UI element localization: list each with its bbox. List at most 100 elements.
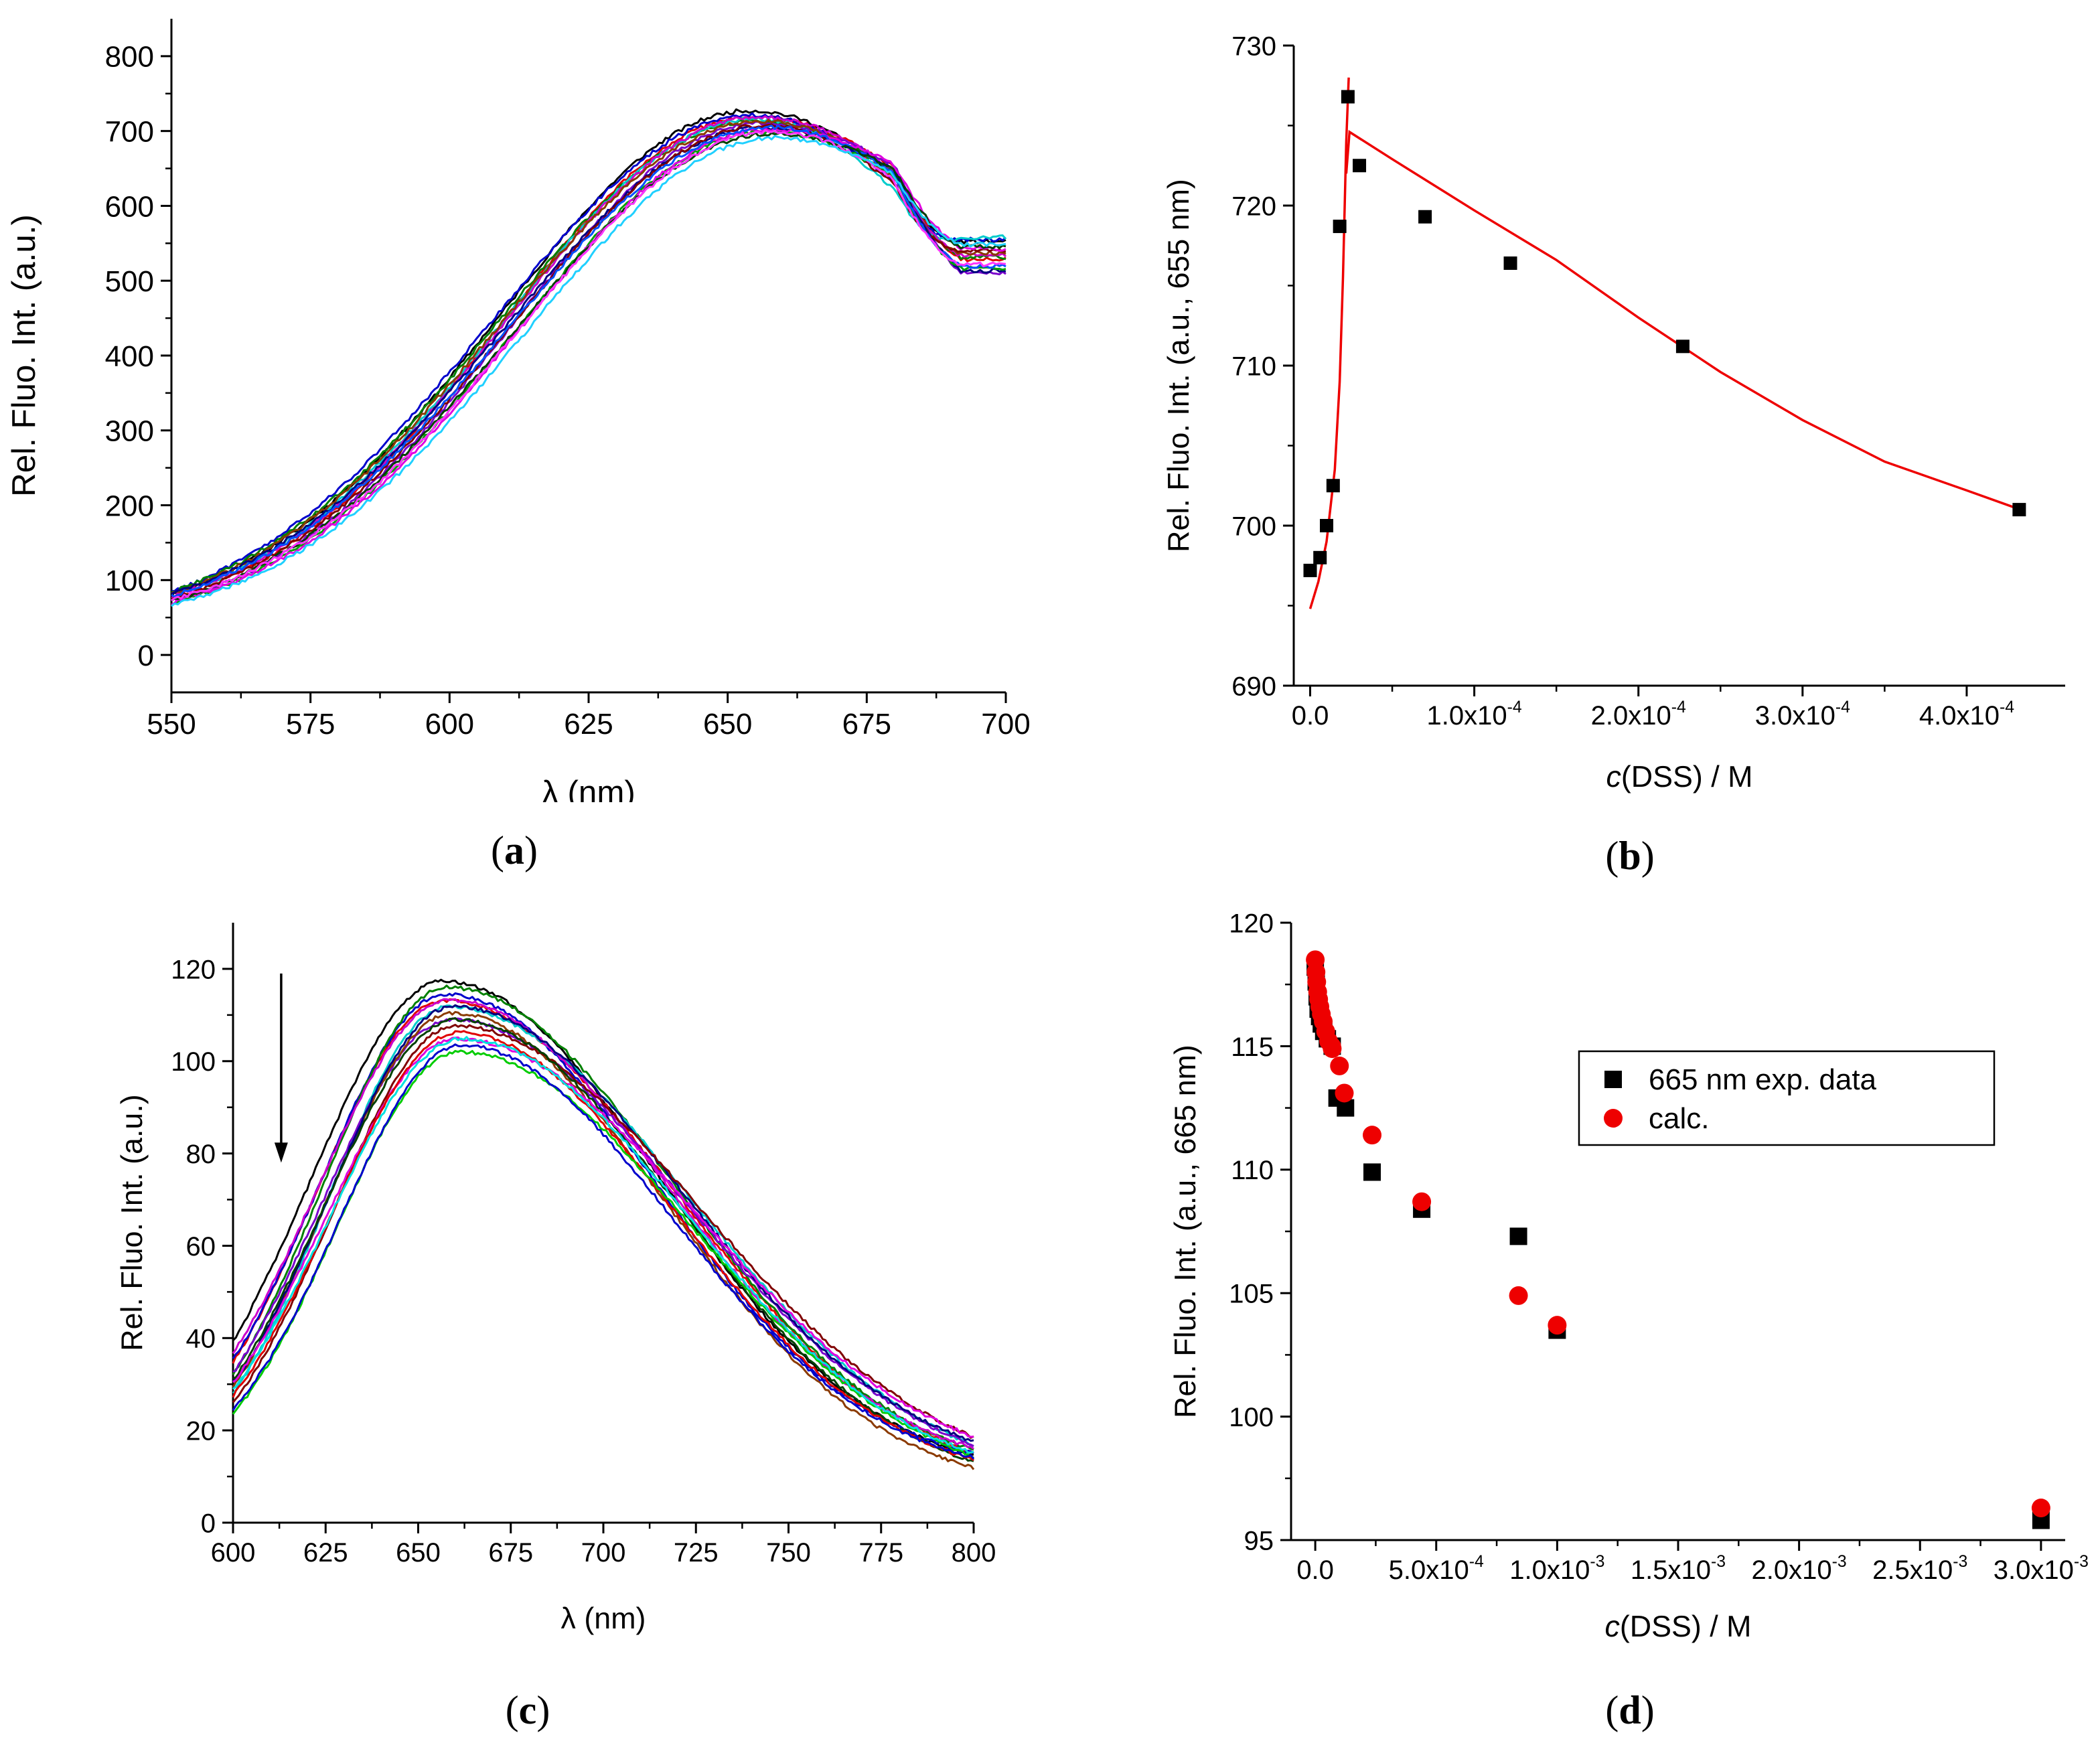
- x-tick-label: 750: [766, 1538, 811, 1568]
- spectrum-series-14: [171, 131, 1006, 602]
- data-point: [1353, 159, 1367, 173]
- y-tick-label: 80: [186, 1140, 216, 1169]
- y-tick-label: 690: [1231, 672, 1276, 701]
- x-tick-label: 725: [674, 1538, 719, 1568]
- x-tick-label: 5.0x10-4: [1389, 1553, 1484, 1585]
- legend-marker-square: [1604, 1071, 1622, 1088]
- spectrum-series-13: [232, 1030, 974, 1462]
- y-tick-label: 40: [186, 1324, 216, 1354]
- exp-data-point: [1363, 1163, 1381, 1181]
- x-tick-label: 700: [581, 1538, 626, 1568]
- trend-arrow-head: [274, 1142, 288, 1163]
- x-tick-label: 775: [858, 1538, 903, 1568]
- x-tick-label: 1.5x10-3: [1631, 1553, 1726, 1585]
- panel-b-label: (b): [1605, 834, 1654, 878]
- data-point: [1326, 479, 1340, 493]
- x-tick-label: 675: [842, 708, 891, 741]
- y-tick-label: 600: [105, 190, 154, 223]
- x-tick-label: 1.0x10-4: [1427, 698, 1522, 731]
- calc-data-point: [1335, 1083, 1354, 1103]
- y-tick-label: 800: [105, 41, 154, 74]
- spectrum-series-7: [232, 1017, 974, 1447]
- y-tick-label: 700: [1231, 512, 1276, 541]
- x-tick-label: 3.0x10-3: [1994, 1553, 2089, 1585]
- panel-c-plot: 600 625 650 675 700 725 750 775 800 0 20 40 60 80 100 1…: [115, 923, 996, 1635]
- exp-data-point: [1509, 1227, 1527, 1245]
- calc-data-point: [1363, 1126, 1382, 1145]
- data-point: [1313, 550, 1327, 564]
- calc-data-point: [1330, 1056, 1349, 1075]
- y-tick-label: 0: [201, 1509, 216, 1538]
- y-tick-label: 700: [105, 116, 154, 149]
- y-tick-label: 120: [171, 955, 216, 984]
- y-tick-label: 300: [105, 415, 154, 448]
- panel-d-label: (d): [1605, 1688, 1654, 1732]
- y-tick-label: 730: [1231, 31, 1276, 61]
- y-tick-label: 105: [1229, 1280, 1274, 1309]
- data-point: [1675, 339, 1690, 354]
- data-point: [1333, 220, 1347, 234]
- y-axis-label: Rel. Fluo. Int. (a.u.): [5, 214, 42, 497]
- y-tick-label: 710: [1231, 352, 1276, 381]
- y-tick-label: 400: [105, 340, 154, 373]
- x-tick-label: 675: [488, 1538, 533, 1568]
- spectrum-series-9: [232, 1004, 974, 1442]
- panel-d: 0.0 5.0x10-4 1.0x10-3 1.5x10-3 2.0x10-3 2.5x1…: [1169, 909, 2089, 1732]
- legend-marker-circle: [1604, 1109, 1623, 1128]
- y-tick-label: 115: [1231, 1033, 1274, 1062]
- spectrum-series-15: [232, 1043, 975, 1460]
- fit-curve-rise: [1308, 77, 1350, 609]
- x-tick-label: 2.5x10-3: [1872, 1553, 1967, 1585]
- x-tick-label: 3.0x10-4: [1755, 698, 1850, 731]
- calc-data-point: [1323, 1039, 1342, 1059]
- x-tick-label: 800: [952, 1538, 996, 1568]
- x-tick-label: 4.0x10-4: [1919, 698, 2014, 731]
- calc-data-point: [1412, 1192, 1432, 1211]
- x-tick-label: 550: [147, 708, 196, 741]
- panel-b-plot: 0.0 1.0x10-4 2.0x10-4 3.0x10-4 4.0x10-4 690 70…: [1162, 31, 2065, 793]
- y-tick-label: 100: [1229, 1403, 1274, 1432]
- panel-a-label: (a): [491, 828, 538, 872]
- x-tick-label: 0.0: [1292, 701, 1329, 731]
- y-tick-label: 20: [186, 1417, 216, 1446]
- spectrum-series-12: [232, 1036, 974, 1438]
- y-tick-label: 110: [1231, 1156, 1274, 1185]
- panel-b: 0.0 1.0x10-4 2.0x10-4 3.0x10-4 4.0x10-4 690 70…: [1162, 31, 2065, 878]
- panel-c-label: (c): [506, 1688, 550, 1732]
- panel-a: 550 575 600 625 650 675 700 0 100 200 300 400 500 600…: [5, 19, 1031, 872]
- x-tick-label: 2.0x10-3: [1752, 1553, 1847, 1585]
- y-tick-label: 720: [1231, 192, 1276, 221]
- spectrum-series-10: [171, 123, 1006, 601]
- y-tick-label: 95: [1244, 1526, 1274, 1555]
- panel-a-plot: 550 575 600 625 650 675 700 0 100 200 300 400 500 600…: [5, 19, 1031, 842]
- x-axis-label: c(DSS) / M: [1606, 760, 1752, 793]
- y-axis-label: Rel. Fluo. Int. (a.u., 655 nm): [1162, 179, 1195, 552]
- x-tick-label: 650: [703, 708, 752, 741]
- calc-data-point: [1509, 1286, 1528, 1305]
- panel-d-plot: 0.0 5.0x10-4 1.0x10-3 1.5x10-3 2.0x10-3 2.5x1…: [1169, 909, 2089, 1643]
- crop-mask: [171, 802, 1006, 842]
- data-point: [1418, 210, 1432, 224]
- y-axis-label: Rel. Fluo. Int. (a.u., 665 nm): [1169, 1045, 1202, 1418]
- x-tick-label: 625: [564, 708, 613, 741]
- x-tick-label: 625: [303, 1538, 348, 1568]
- x-tick-label: 2.0x10-4: [1591, 698, 1686, 731]
- calc-data-point: [1548, 1316, 1567, 1335]
- data-point: [1320, 519, 1334, 532]
- x-axis-label: λ (nm): [561, 1602, 646, 1635]
- calc-data-point: [2031, 1499, 2050, 1518]
- spectrum-series-16: [232, 1036, 974, 1454]
- y-axis-label: Rel. Fluo. Int. (a.u.): [115, 1094, 149, 1351]
- x-tick-label: 600: [425, 708, 474, 741]
- panel-c: 600 625 650 675 700 725 750 775 800 0 20 40 60 80 100 1…: [115, 923, 996, 1732]
- legend: 665 nm exp. data calc.: [1578, 1050, 1996, 1146]
- x-tick-label: 0.0: [1296, 1555, 1334, 1585]
- x-tick-label: 700: [981, 708, 1030, 741]
- legend-box: [1578, 1050, 1996, 1146]
- y-tick-label: 0: [138, 639, 154, 672]
- y-tick-label: 100: [105, 564, 154, 597]
- legend-label: calc.: [1649, 1102, 1709, 1135]
- x-tick-label: 1.0x10-3: [1509, 1553, 1604, 1585]
- data-point: [1503, 256, 1517, 271]
